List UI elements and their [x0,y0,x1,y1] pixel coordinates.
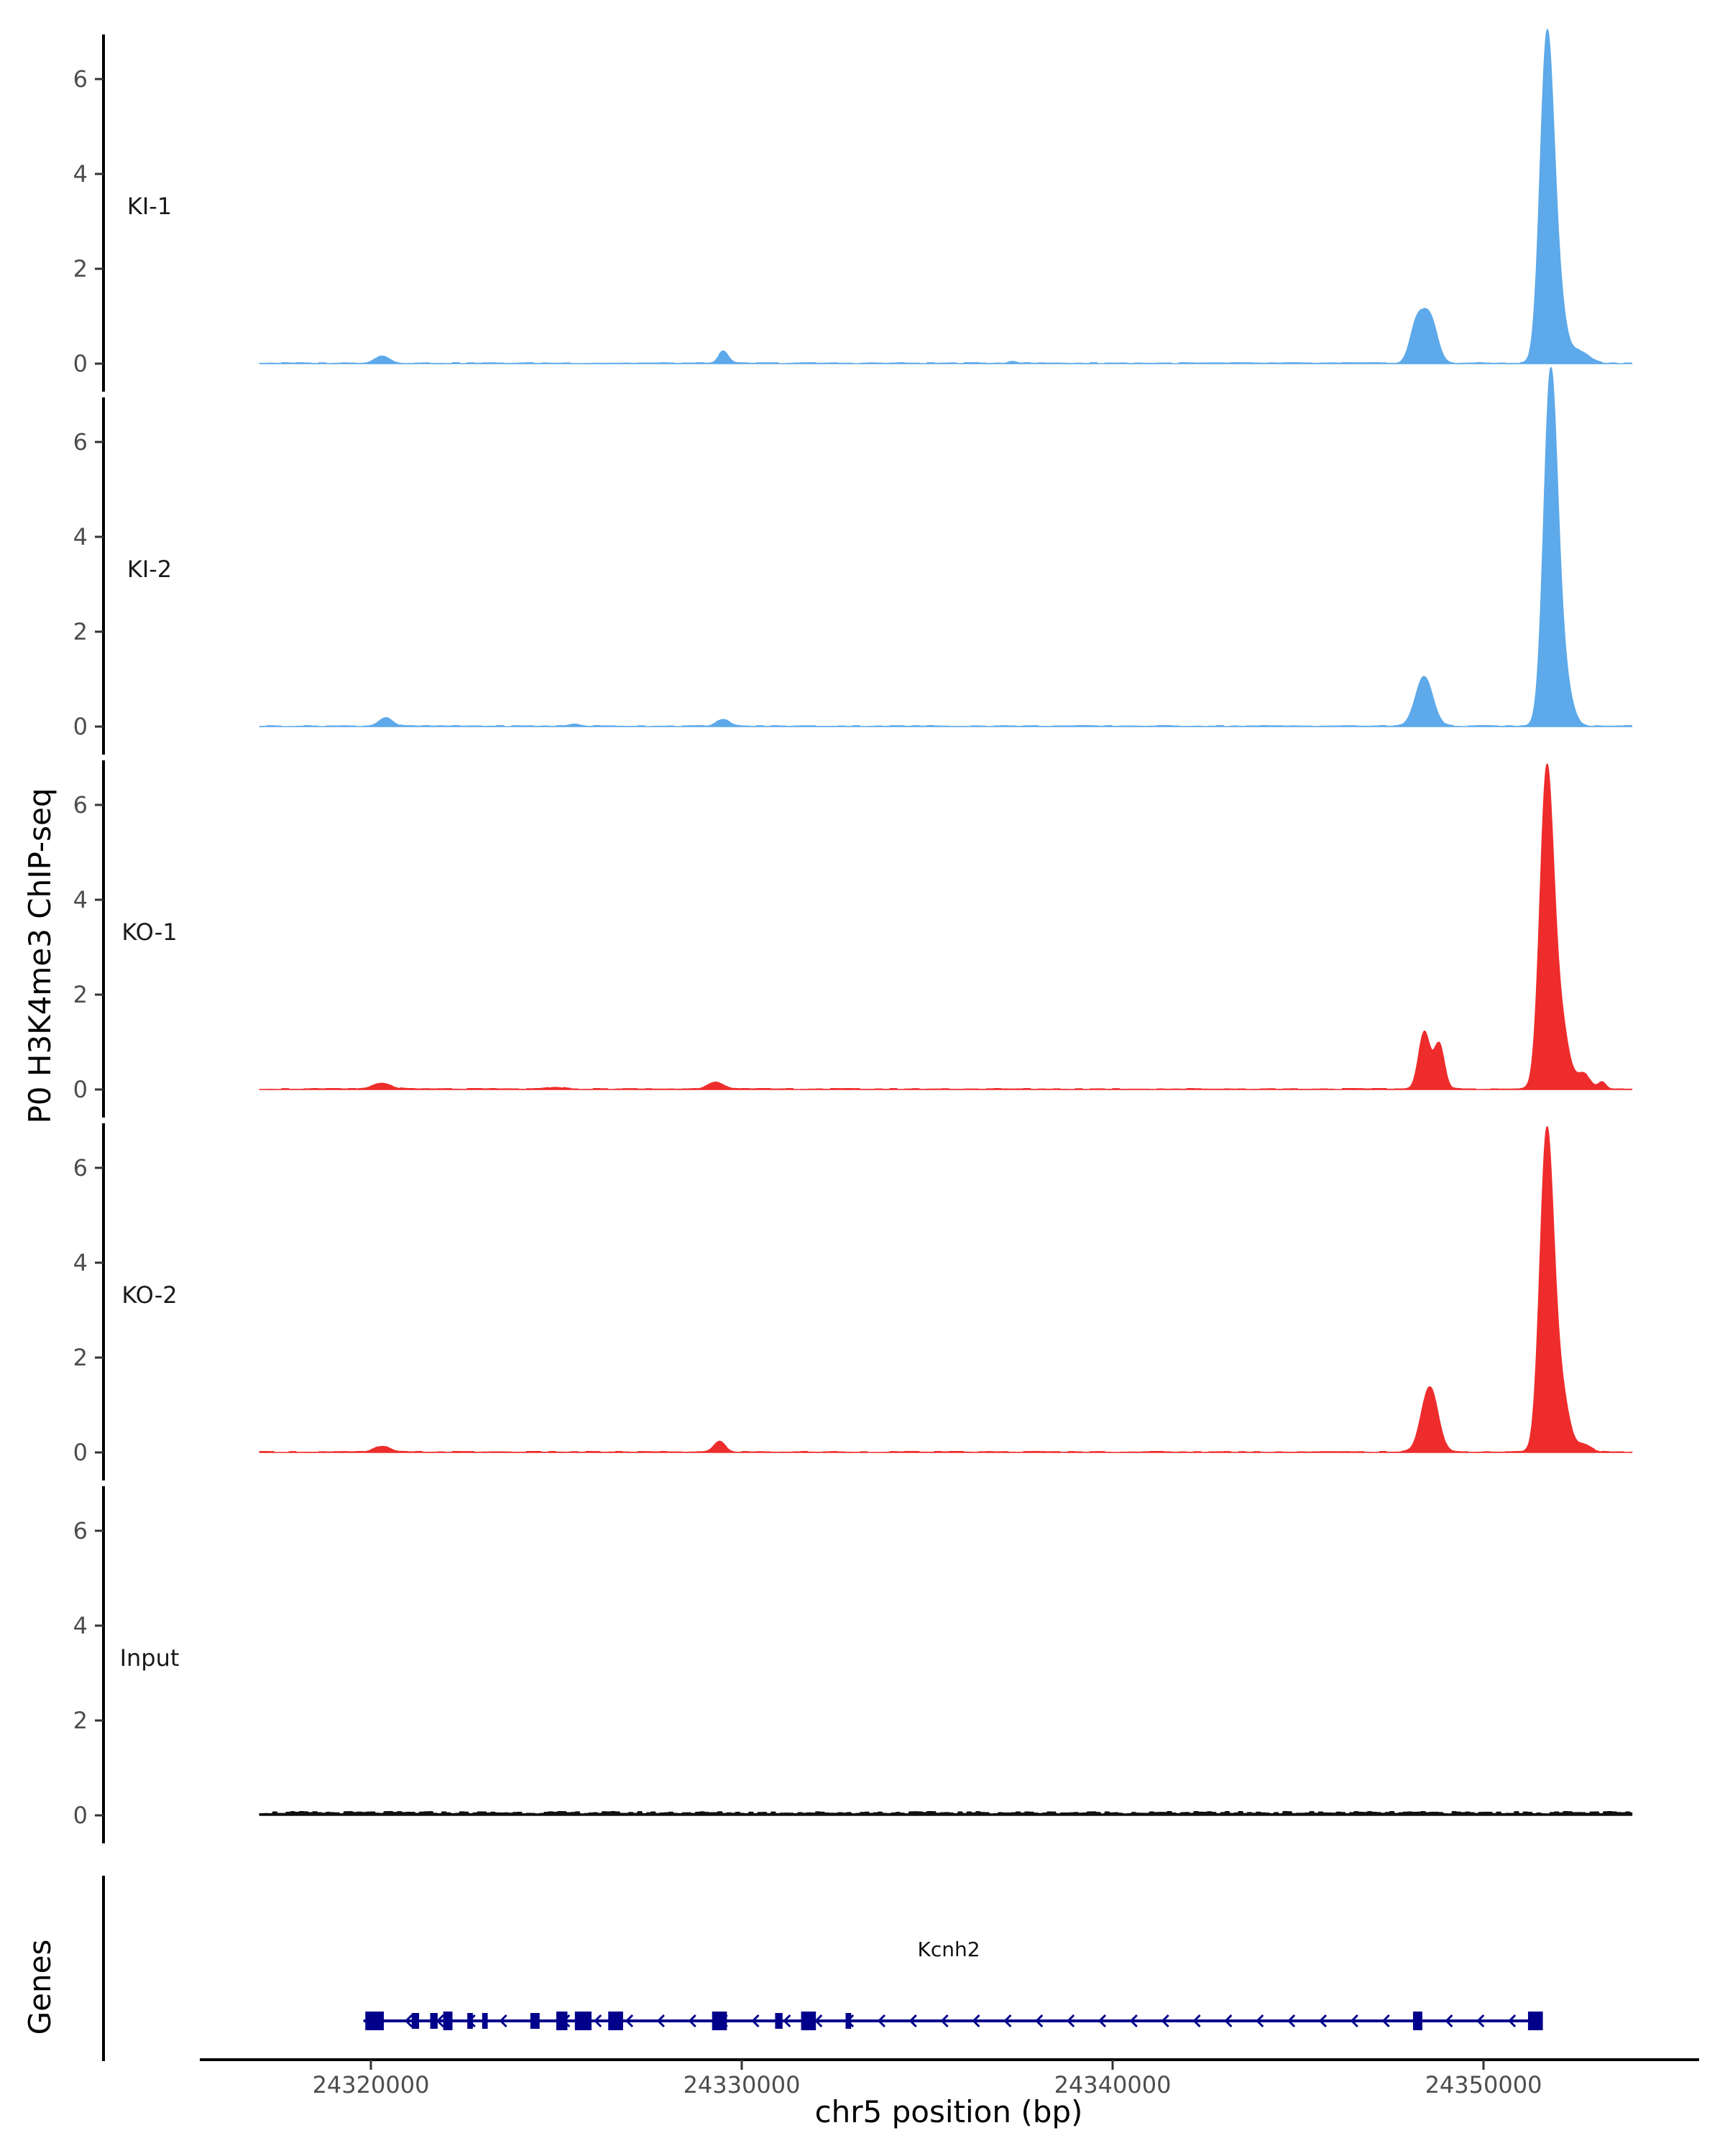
strand-arrow [1476,2014,1485,2028]
strand-arrow [1350,2014,1358,2028]
strand-arrow [908,2014,917,2028]
track-panel-input: 0 2 4 6 Input [73,1486,1633,1843]
strand-arrow [404,2014,413,2028]
strand-arrow [1318,2014,1328,2028]
strand-arrow [1066,2014,1075,2028]
track-label: KI-1 [127,193,172,220]
y-tick-label: 4 [73,1249,88,1276]
strand-arrow [972,2014,980,2028]
exon [556,2012,568,2030]
y-tick-label: 4 [73,1612,88,1639]
tracks-layer: 0 2 4 6 KI-1 0 2 4 6 KI-2 0 2 4 6 KO-1 0 2 4 6 KO-2 0 2 4 6 Inpu… [73,29,1633,1843]
y-tick-label: 6 [73,1154,88,1181]
y-tick-label: 2 [73,1344,88,1371]
strand-arrow [499,2014,507,2028]
exon [1412,2012,1422,2030]
track-label: KO-2 [121,1281,177,1309]
track-panel-ki-1: 0 2 4 6 KI-1 [73,29,1633,392]
signal-area-ko-2 [259,1125,1633,1453]
y-tick-label: 4 [73,523,88,550]
gene-layer: Kcnh2 [102,1876,1543,2061]
x-axis: 24320000 24330000 24340000 24350000 [200,2058,1699,2099]
exon [482,2013,488,2029]
strand-arrow [656,2014,665,2028]
exon [365,2012,385,2030]
track-panel-ki-2: 0 2 4 6 KI-2 [73,367,1633,755]
y-tick-label: 2 [73,618,88,645]
strand-arrow [1098,2014,1107,2028]
y-tick-label: 2 [73,1707,88,1734]
exon [443,2012,453,2030]
strand-arrow [1035,2014,1044,2028]
y-tick-label: 0 [73,713,88,740]
strand-arrow [1381,2014,1390,2028]
y-tick-label: 0 [73,1439,88,1466]
track-panel-ko-1: 0 2 4 6 KO-1 [73,760,1633,1118]
exon [574,2012,592,2030]
x-tick-label: 24340000 [1054,2071,1172,2099]
signal-area-ko-1 [259,763,1633,1090]
gene-label: Kcnh2 [917,1938,980,1961]
y-tick-label: 0 [73,350,88,377]
strand-arrow [594,2014,602,2028]
exon [530,2013,540,2029]
y-tick-label: 4 [73,886,88,913]
exon [775,2013,783,2029]
signal-area-ki-1 [259,29,1633,364]
y-tick-label: 4 [73,160,88,188]
y-tick-label: 6 [73,791,88,819]
exon [845,2013,852,2029]
y-tick-label: 0 [73,1802,88,1829]
y-tick-label: 2 [73,255,88,282]
exon [411,2013,420,2029]
strand-arrow [625,2014,634,2028]
exon [1527,2012,1543,2030]
strand-arrow [1161,2014,1169,2028]
y-tick-label: 6 [73,428,88,456]
x-tick-label: 24350000 [1425,2071,1542,2099]
exon [712,2012,727,2030]
track-label: Input [120,1644,180,1672]
strand-arrow [1287,2014,1296,2028]
strand-arrow [1192,2014,1201,2028]
strand-arrow [877,2014,886,2028]
exon [467,2013,473,2029]
strand-arrow [1256,2014,1264,2028]
strand-arrow [1129,2014,1138,2028]
signal-area-input [259,1810,1633,1816]
strand-arrow [1445,2014,1453,2028]
track-panel-ko-2: 0 2 4 6 KO-2 [73,1123,1633,1480]
strand-arrow [688,2014,696,2028]
strand-arrow [1507,2014,1517,2028]
y-tick-label: 0 [73,1076,88,1103]
strand-arrow [940,2014,949,2028]
exon [801,2012,816,2030]
track-label: KI-2 [127,556,172,583]
y-tick-label: 6 [73,1517,88,1544]
track-label: KO-1 [121,918,177,946]
strand-arrow [783,2014,791,2028]
y-axis-title: P0 H3K4me3 ChIP-seq [22,788,58,1123]
x-tick-label: 24330000 [684,2071,801,2099]
x-axis-title: chr5 position (bp) [815,2094,1083,2129]
y-tick-label: 6 [73,65,88,93]
x-tick-label: 24320000 [313,2071,430,2099]
exon [430,2013,438,2029]
signal-area-ki-2 [259,367,1633,727]
strand-arrow [1003,2014,1012,2028]
strand-arrow [751,2014,760,2028]
strand-arrow [1224,2014,1233,2028]
exon [608,2012,623,2030]
genes-axis-title: Genes [22,1940,58,2035]
y-tick-label: 2 [73,981,88,1008]
